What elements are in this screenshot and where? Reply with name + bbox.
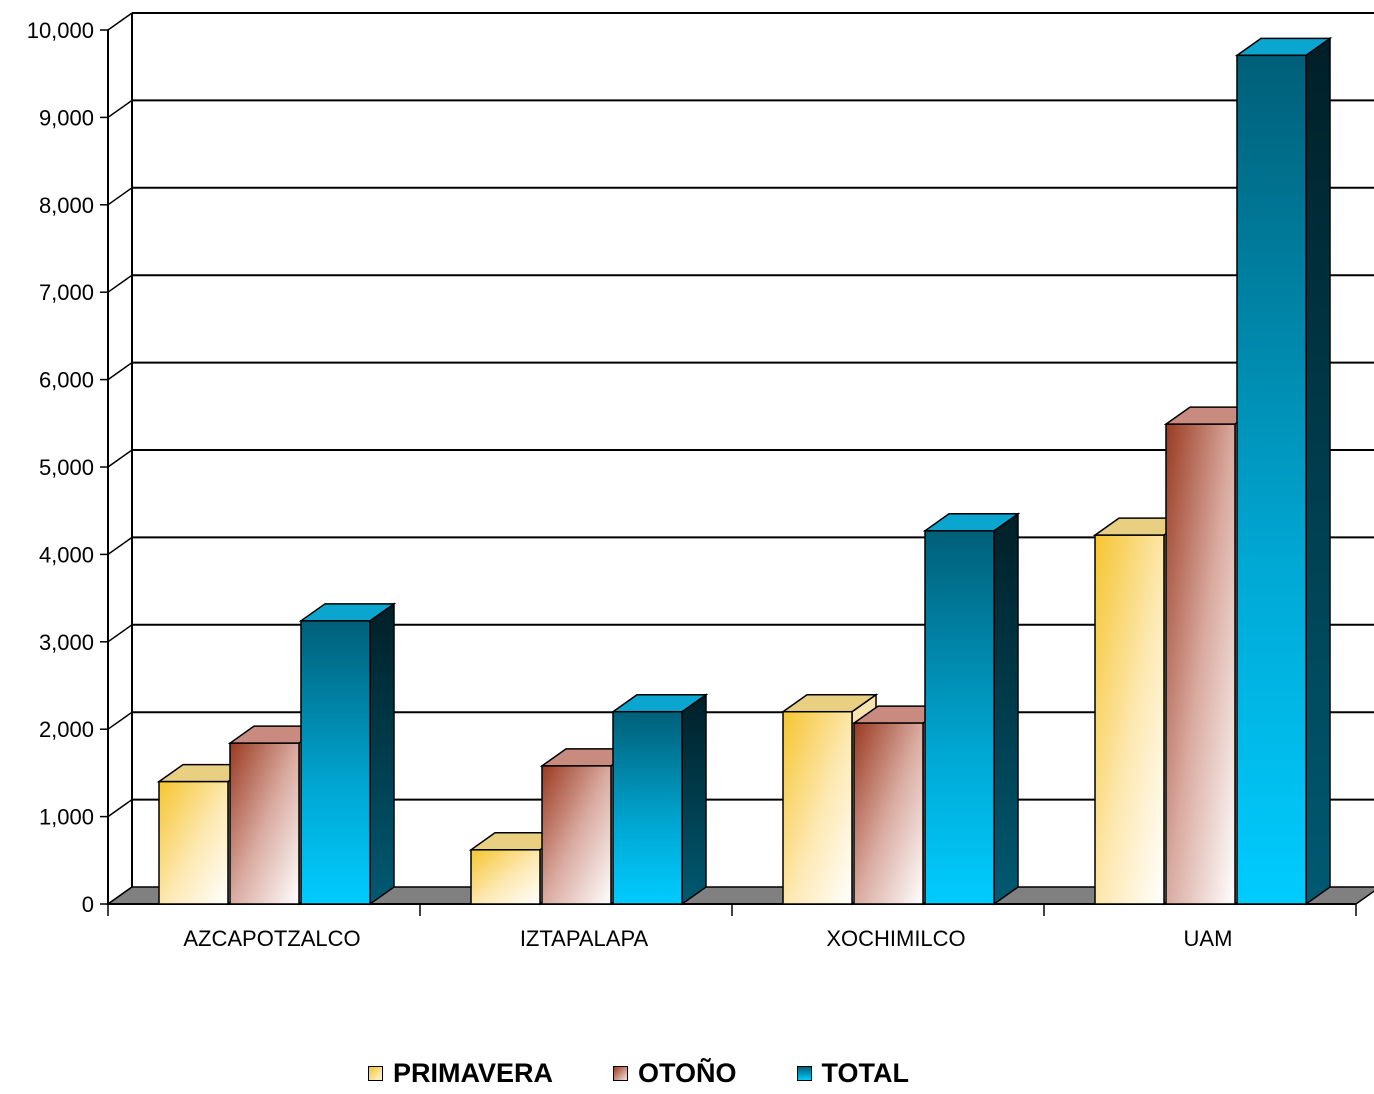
y-tick-label: 5,000 [39,455,94,480]
gridline-connector [107,361,133,381]
bar-front [158,780,229,905]
legend-label: TOTAL [821,1058,910,1088]
bar-front [1165,423,1236,905]
x-tick-label: AZCAPOTZALCO [183,926,360,951]
y-tick-label: 2,000 [39,717,94,742]
legend-swatch-primavera [368,1066,383,1081]
x-tick-label: XOCHIMILCO [826,926,965,951]
y-tick-label: 10,000 [27,18,94,43]
y-axis-tick-labels: 0 1,000 2,000 3,000 4,000 5,000 6,000 7,000 8,00… [27,18,94,917]
gridline-connector [107,711,133,730]
bar-side [369,602,395,906]
bar-front [1094,534,1165,905]
gridline-connector [107,274,133,293]
bar-side [993,512,1019,906]
y-tick-label: 8,000 [39,193,94,218]
legend-swatch-total [796,1066,812,1081]
bar [922,512,1021,906]
bar-front [470,849,541,905]
bar-front [300,620,371,905]
legend-label: OTOÑO [638,1058,737,1088]
bar-front [612,710,683,905]
gridline-connector [107,536,133,556]
y-tick-label: 7,000 [39,280,94,305]
legend: PRIMAVERA OTOÑO TOTAL [368,1058,969,1089]
gridline-connector [107,187,133,206]
y-tick-label: 9,000 [39,105,94,130]
x-axis-tick-labels: AZCAPOTZALCO IZTAPALAPA XOCHIMILCO UAM [183,926,1232,951]
bar-side [681,693,707,906]
gridline-connector [107,12,133,31]
y-tick-label: 0 [82,892,94,917]
legend-item-primavera: PRIMAVERA [368,1058,553,1089]
y-tick-label: 3,000 [39,630,94,655]
bar [1234,36,1333,906]
bar-front [924,530,995,905]
bar-side [1305,36,1331,906]
legend-label: PRIMAVERA [393,1058,554,1088]
bar [298,602,397,906]
legend-item-otono: OTOÑO [613,1058,737,1089]
legend-item-total: TOTAL [796,1058,910,1089]
y-tick-label: 4,000 [39,542,94,567]
x-tick-label: UAM [1184,926,1233,951]
gridline-connector [107,99,133,119]
legend-swatch-otono [613,1066,629,1081]
bar [610,693,709,906]
bar-front [853,722,924,905]
y-tick-label: 6,000 [39,368,94,393]
bar-front [541,765,612,905]
bar-front [782,710,853,905]
bar-front [229,742,300,905]
y-tick-label: 1,000 [39,805,94,830]
gridline-connector [107,798,133,818]
gridline-connector [107,624,133,643]
bar-front [1236,54,1307,905]
x-tick-label: IZTAPALAPA [520,926,649,951]
bars [156,36,1333,906]
gridline-connector [107,449,133,468]
